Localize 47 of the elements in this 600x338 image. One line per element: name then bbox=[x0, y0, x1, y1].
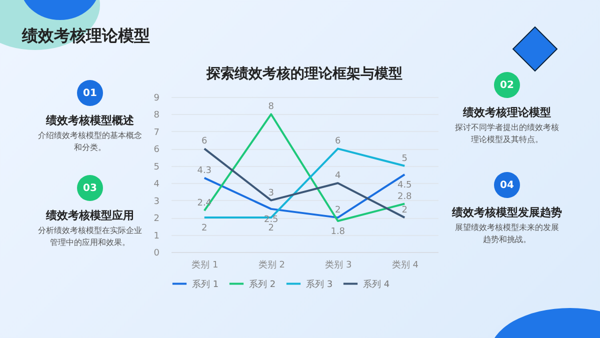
text: 04 bbox=[494, 172, 520, 198]
text: 03 bbox=[77, 175, 103, 201]
data-label: 2 bbox=[268, 224, 274, 234]
text: 探讨不同学者提出的绩效考核理论模型及其特点。 bbox=[454, 122, 560, 146]
data-label: 8 bbox=[268, 102, 274, 112]
y-tick-label: 2 bbox=[154, 214, 160, 224]
y-tick-label: 6 bbox=[154, 145, 160, 156]
text: 分析绩效考核模型在实际企业管理中的应用和效果。 bbox=[37, 225, 143, 249]
text: 01 bbox=[77, 80, 103, 106]
x-tick-label: 类别 1 bbox=[192, 260, 218, 270]
data-label: 3 bbox=[268, 188, 274, 198]
data-label: 4.3 bbox=[197, 166, 212, 176]
data-label: 2.8 bbox=[397, 192, 412, 202]
text: 绩效考核理论模型 bbox=[462, 105, 552, 120]
data-label: 2.5 bbox=[264, 214, 278, 225]
y-tick-label: 3 bbox=[154, 196, 160, 207]
data-label: 6 bbox=[202, 136, 208, 147]
legend-label: 系列 3 bbox=[306, 278, 333, 290]
x-tick-label: 类别 3 bbox=[325, 260, 352, 270]
data-label: 6 bbox=[335, 136, 342, 147]
data-label: 5 bbox=[402, 154, 408, 164]
text: 介绍绩效考核模型的基本概念和分类。 bbox=[37, 130, 143, 154]
x-tick-label: 类别 4 bbox=[392, 260, 419, 270]
y-tick-label: 4 bbox=[154, 180, 160, 190]
y-tick-label: 8 bbox=[154, 110, 160, 121]
data-label: 4 bbox=[335, 171, 342, 182]
y-tick-label: 5 bbox=[154, 162, 160, 172]
text: 绩效考核模型发展趋势 bbox=[450, 205, 563, 220]
text: 展望绩效考核模型未来的发展趋势和挑战。 bbox=[454, 222, 560, 246]
text: 绩效考核理论模型 bbox=[22, 26, 150, 47]
legend-label: 系列 1 bbox=[192, 278, 219, 290]
data-label: 1.8 bbox=[330, 227, 346, 237]
data-label: 2 bbox=[202, 224, 208, 234]
x-tick-label: 类别 2 bbox=[258, 260, 285, 270]
data-label: 2 bbox=[335, 206, 341, 216]
legend-label: 系列 4 bbox=[363, 278, 390, 290]
y-tick-label: 7 bbox=[154, 128, 160, 138]
text: 绩效考核模型应用 bbox=[46, 209, 134, 222]
text: 绩效考核模型概述 bbox=[46, 114, 134, 127]
text: 02 bbox=[494, 72, 520, 98]
chart-title: 探索绩效考核的理论框架与模型 bbox=[206, 66, 402, 82]
legend-label: 系列 2 bbox=[249, 278, 276, 290]
data-label: 4.5 bbox=[397, 180, 412, 190]
data-label: 2 bbox=[402, 206, 408, 216]
y-tick-label: 1 bbox=[154, 231, 160, 242]
y-tick-label: 0 bbox=[154, 248, 160, 258]
y-tick-label: 9 bbox=[154, 94, 160, 104]
